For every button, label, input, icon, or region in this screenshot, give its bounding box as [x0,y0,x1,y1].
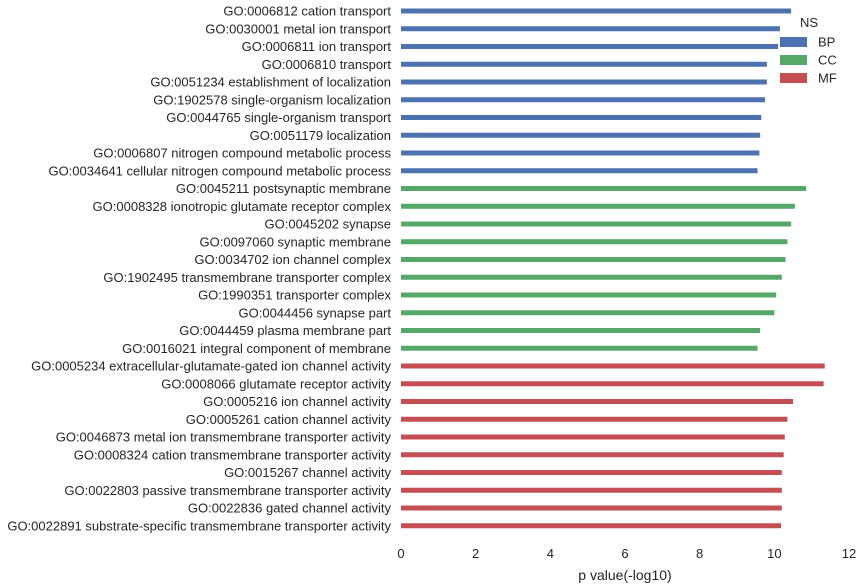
category-label: GO:0008328 ionotropic glutamate receptor… [93,199,392,214]
legend-label-bp: BP [818,35,835,50]
category-label: GO:0051234 establishment of localization [150,75,391,90]
legend-swatch-mf [780,73,807,83]
bar-cc [401,310,775,316]
category-label: GO:0034702 ion channel complex [194,252,391,267]
category-label: GO:0034641 cellular nitrogen compound me… [48,163,391,178]
x-tick-label: 0 [397,546,404,561]
bar-cc [401,186,807,191]
x-tick-label: 12 [842,546,856,561]
category-label: GO:0051179 localization [250,128,391,143]
category-label: GO:0097060 synaptic membrane [200,234,392,249]
category-label: GO:0015267 channel activity [224,465,391,480]
bar-bp [401,132,761,138]
category-label: GO:0008324 cation transmembrane transpor… [74,447,392,462]
x-tick-label: 2 [472,546,479,561]
category-label: GO:0044765 single-organism transport [166,110,391,125]
x-tick-label: 8 [696,546,703,561]
bar-bp [401,8,792,14]
legend-swatch-cc [780,55,807,65]
category-label: GO:0005216 ion channel activity [203,394,391,409]
bar-mf [401,434,785,440]
bar-bp [401,61,767,67]
category-label: GO:0005261 cation channel activity [186,412,392,427]
bar-mf [401,381,824,387]
x-tick-label: 4 [547,546,554,561]
bar-cc [401,221,792,227]
category-label: GO:0030001 metal ion transport [205,21,391,36]
bar-cc [401,239,788,245]
category-label: GO:0045202 synapse [265,217,391,232]
bar-bp [401,97,765,103]
category-label: GO:1902578 single-organism localization [153,92,391,107]
category-label: GO:1990351 transporter complex [198,288,391,303]
category-label: GO:0044459 plasma membrane part [179,323,391,338]
bar-mf [401,505,782,511]
category-label: GO:0006807 nitrogen compound metabolic p… [93,146,391,161]
bar-mf [401,487,782,493]
category-label: GO:0016021 integral component of membran… [122,341,391,356]
category-label: GO:0008066 glutamate receptor activity [161,376,391,391]
category-label: GO:0006812 cation transport [223,4,391,19]
bar-cc [401,292,777,298]
category-label: GO:0022891 substrate-specific transmembr… [7,518,391,533]
category-label: GO:1902495 transmembrane transporter com… [103,270,391,285]
bar-bp [401,79,767,85]
legend: NS BP CC MF [780,15,837,86]
bar-bp [401,26,780,32]
bar-bp [401,150,760,156]
bars-layer [401,8,825,529]
legend-label-cc: CC [818,53,837,68]
category-label: GO:0044456 synapse part [239,305,392,320]
legend-swatch-bp [780,37,807,47]
legend-label-mf: MF [818,71,837,86]
category-label: GO:0022803 passive transmembrane transpo… [64,483,391,498]
category-label: GO:0022836 gated channel activity [188,501,392,516]
bar-cc [401,274,782,280]
x-axis-ticks: 0 2 4 6 8 10 12 [397,546,856,561]
bar-cc [401,328,761,333]
x-axis-label: p value(-log10) [578,567,671,583]
category-label: GO:0006811 ion transport [242,39,392,54]
category-label: GO:0006810 transport [262,57,392,72]
category-labels: GO:0006812 cation transport GO:0030001 me… [7,4,391,534]
bar-bp [401,44,779,49]
category-label: GO:0005234 extracellular-glutamate-gated… [31,359,391,374]
bar-cc [401,257,786,262]
bar-mf [401,523,782,529]
bar-bp [401,115,762,120]
bar-mf [401,399,793,404]
category-label: GO:0046873 metal ion transmembrane trans… [56,430,392,445]
bar-mf [401,363,825,369]
x-tick-label: 6 [621,546,628,561]
bar-mf [401,416,788,422]
x-tick-label: 10 [767,546,781,561]
bar-cc [401,203,795,209]
bar-mf [401,452,784,458]
bar-cc [401,345,758,351]
bar-bp [401,168,758,174]
category-label: GO:0045211 postsynaptic membrane [176,181,391,196]
bar-mf [401,470,782,475]
legend-title: NS [800,15,818,30]
